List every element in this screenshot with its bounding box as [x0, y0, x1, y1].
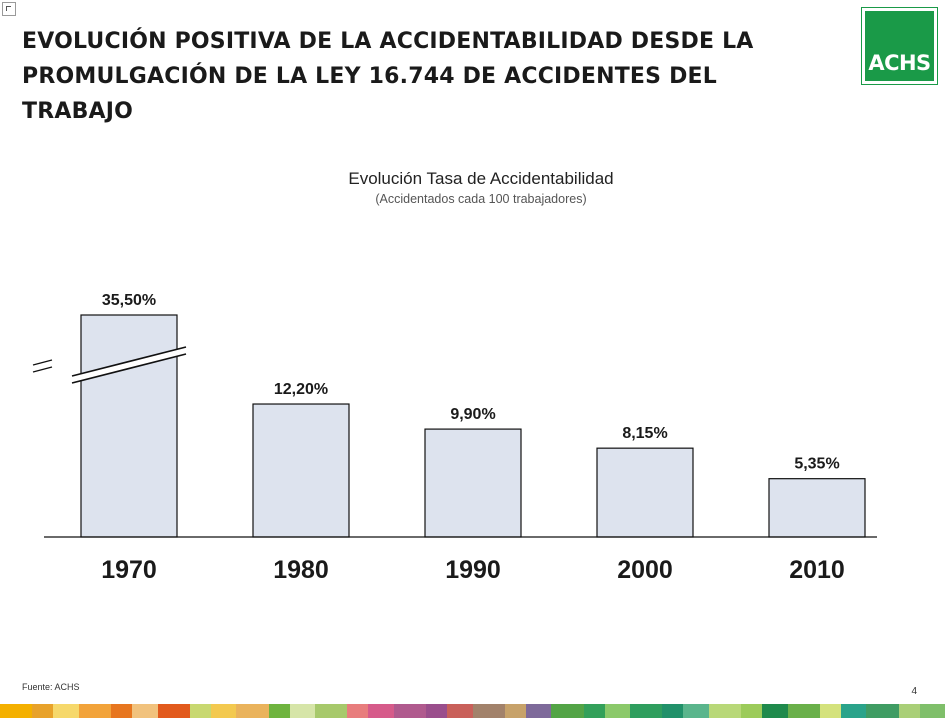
strip-segment	[426, 704, 448, 718]
strip-segment	[551, 704, 584, 718]
strip-segment	[32, 704, 54, 718]
strip-segment	[189, 704, 211, 718]
strip-segment	[132, 704, 158, 718]
strip-segment	[268, 704, 290, 718]
strip-segment	[840, 704, 867, 718]
source-note: Fuente: ACHS	[22, 682, 80, 692]
strip-segment	[819, 704, 841, 718]
strip-segment	[919, 704, 945, 718]
strip-segment	[630, 704, 663, 718]
category-label-1990: 1990	[445, 556, 501, 584]
strip-segment	[78, 704, 112, 718]
strip-segment	[504, 704, 526, 718]
strip-segment	[898, 704, 920, 718]
category-label-1980: 1980	[273, 556, 329, 584]
strip-segment	[53, 704, 79, 718]
strip-segment	[662, 704, 684, 718]
strip-segment	[683, 704, 709, 718]
page-title: EVOLUCIÓN POSITIVA DE LA ACCIDENTABILIDA…	[22, 29, 754, 124]
category-label-2000: 2000	[617, 556, 673, 584]
strip-segment	[866, 704, 899, 718]
data-label-2010: 5,35%	[794, 456, 839, 473]
chart-subtitle: (Accidentados cada 100 trabajadores)	[375, 192, 587, 206]
bar-1990	[424, 428, 522, 538]
strip-segment	[787, 704, 820, 718]
strip-segment	[762, 704, 788, 718]
strip-segment	[315, 704, 348, 718]
chart-title: Evolución Tasa de Accidentabilidad	[348, 169, 614, 188]
corner-marker-icon	[2, 2, 16, 16]
strip-segment	[708, 704, 742, 718]
bar-1970	[80, 314, 178, 538]
axis-break-line-upper	[71, 346, 187, 377]
strip-segment	[236, 704, 269, 718]
strip-segment	[525, 704, 552, 718]
strip-segment	[447, 704, 473, 718]
strip-segment	[157, 704, 190, 718]
break-symbol-lower	[32, 366, 53, 373]
strip-segment	[0, 704, 33, 718]
category-label-2010: 2010	[789, 556, 845, 584]
axis-break-gap	[72, 347, 186, 383]
data-label-1980: 12,20%	[274, 381, 328, 398]
strip-segment	[289, 704, 315, 718]
logo-text: ACHS	[868, 51, 931, 75]
break-symbol-upper	[32, 359, 53, 366]
achs-logo: ACHS	[861, 7, 938, 85]
data-label-1990: 9,90%	[450, 406, 495, 423]
axis-break-line-lower	[71, 353, 187, 384]
category-label-1970: 1970	[101, 556, 157, 584]
bar-2010	[768, 478, 866, 538]
bar-2000	[596, 447, 694, 538]
strip-segment	[393, 704, 427, 718]
strip-segment	[604, 704, 630, 718]
strip-segment	[368, 704, 394, 718]
page-number: 4	[911, 686, 917, 697]
strip-segment	[741, 704, 763, 718]
strip-segment	[472, 704, 505, 718]
data-label-2000: 8,15%	[622, 425, 667, 442]
strip-segment	[347, 704, 369, 718]
decorative-color-strip	[0, 704, 945, 718]
strip-segment	[111, 704, 133, 718]
strip-segment	[583, 704, 605, 718]
bar-1980	[252, 403, 350, 538]
strip-segment	[210, 704, 237, 718]
data-label-1970: 35,50%	[102, 292, 156, 309]
